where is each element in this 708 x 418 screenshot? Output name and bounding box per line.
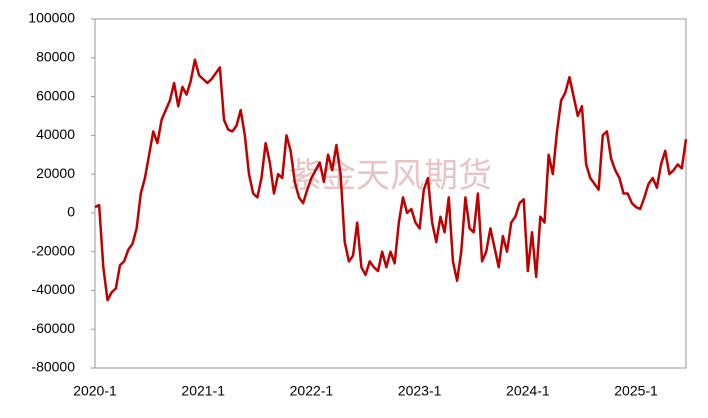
x-tick-label: 2023-1	[398, 383, 442, 399]
x-tick-label: 2025-1	[614, 383, 658, 399]
x-tick-label: 2022-1	[290, 383, 334, 399]
y-tick-label: 100000	[28, 10, 75, 26]
y-tick-label: 80000	[36, 48, 75, 64]
y-tick-label: -20000	[31, 242, 75, 258]
x-tick-label: 2024-1	[506, 383, 550, 399]
y-tick-label: -40000	[31, 281, 75, 297]
data-line	[94, 58, 688, 302]
y-tick-label: 20000	[36, 165, 75, 181]
x-tick-label: 2021-1	[181, 383, 225, 399]
x-tick-label: 2020-1	[73, 383, 117, 399]
y-tick-label: -60000	[31, 320, 75, 336]
y-tick-label: 40000	[36, 126, 75, 142]
y-tick-label: -80000	[31, 359, 75, 375]
y-tick-label: 60000	[36, 87, 75, 103]
plot-frame	[94, 18, 687, 369]
y-tick-label: 0	[67, 204, 75, 220]
